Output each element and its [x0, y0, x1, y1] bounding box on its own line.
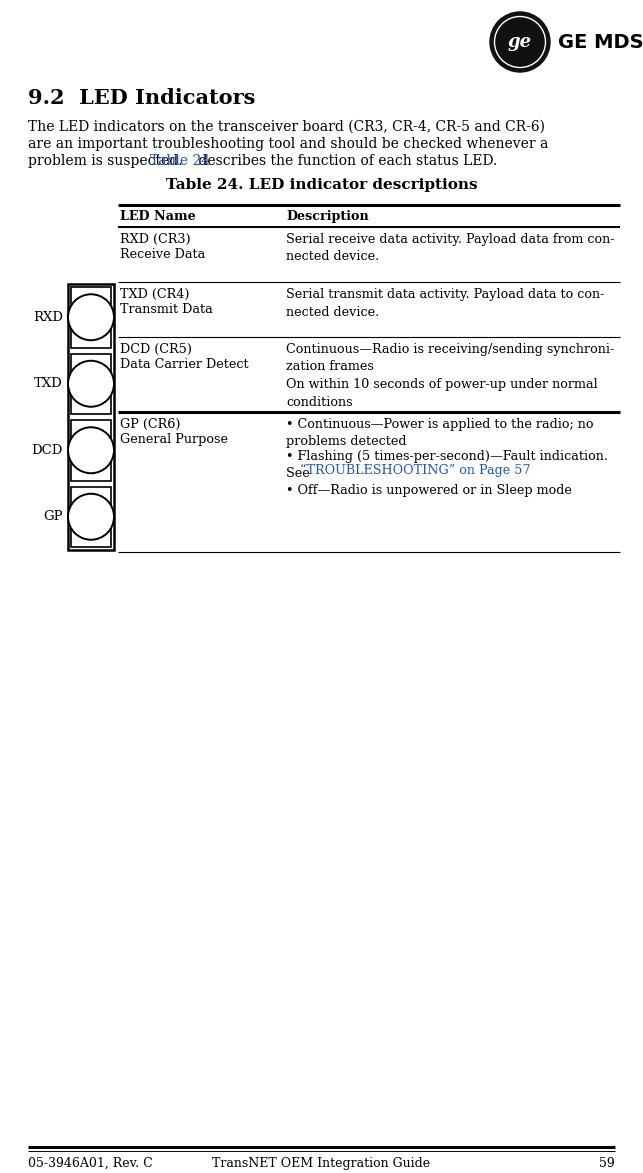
- Text: Table 24: Table 24: [150, 154, 210, 168]
- Text: TransNET OEM Integration Guide: TransNET OEM Integration Guide: [212, 1157, 431, 1169]
- Circle shape: [68, 427, 114, 473]
- Text: 05-3946A01, Rev. C: 05-3946A01, Rev. C: [28, 1157, 153, 1169]
- Text: • Continuous—Power is applied to the radio; no
problems detected: • Continuous—Power is applied to the rad…: [286, 418, 593, 448]
- Text: describes the function of each status LED.: describes the function of each status LE…: [194, 154, 498, 168]
- Text: Continuous—Radio is receiving/sending synchroni-
zation frames
On within 10 seco: Continuous—Radio is receiving/sending sy…: [286, 343, 614, 408]
- Text: DCD: DCD: [32, 443, 63, 456]
- Text: 9.2  LED Indicators: 9.2 LED Indicators: [28, 88, 255, 108]
- Text: General Purpose: General Purpose: [120, 433, 228, 446]
- Text: DCD (CR5): DCD (CR5): [120, 343, 192, 355]
- Text: GP: GP: [43, 510, 63, 523]
- Circle shape: [68, 361, 114, 407]
- Text: Data Carrier Detect: Data Carrier Detect: [120, 358, 249, 371]
- Ellipse shape: [490, 12, 550, 72]
- Bar: [71, 353, 111, 414]
- Text: “TROUBLESHOOTING” on Page 57: “TROUBLESHOOTING” on Page 57: [300, 465, 530, 477]
- Circle shape: [68, 494, 114, 540]
- Text: Transmit Data: Transmit Data: [120, 303, 213, 316]
- Text: Receive Data: Receive Data: [120, 248, 205, 262]
- Text: Serial transmit data activity. Payload data to con-
nected device.: Serial transmit data activity. Payload d…: [286, 289, 604, 319]
- Text: RXD (CR3): RXD (CR3): [120, 233, 190, 246]
- Text: The LED indicators on the transceiver board (CR3, CR-4, CR-5 and CR-6): The LED indicators on the transceiver bo…: [28, 120, 545, 134]
- Text: problem is suspected.: problem is suspected.: [28, 154, 187, 168]
- Bar: [71, 420, 111, 481]
- Text: Description: Description: [286, 210, 368, 223]
- Bar: [68, 284, 114, 550]
- Bar: [71, 487, 111, 547]
- Text: Table 24. LED indicator descriptions: Table 24. LED indicator descriptions: [166, 178, 477, 192]
- Text: are an important troubleshooting tool and should be checked whenever a: are an important troubleshooting tool an…: [28, 137, 548, 151]
- Text: Serial receive data activity. Payload data from con-
nected device.: Serial receive data activity. Payload da…: [286, 233, 615, 264]
- Text: 59: 59: [599, 1157, 615, 1169]
- Circle shape: [68, 294, 114, 340]
- Text: ge: ge: [508, 33, 532, 50]
- Text: • Off—Radio is unpowered or in Sleep mode: • Off—Radio is unpowered or in Sleep mod…: [286, 484, 572, 497]
- Text: TXD (CR4): TXD (CR4): [120, 289, 190, 301]
- Bar: [71, 287, 111, 347]
- Text: RXD: RXD: [33, 311, 63, 324]
- Text: GE MDS: GE MDS: [558, 33, 643, 52]
- Text: • Flashing (5 times-per-second)—Fault indication.
See: • Flashing (5 times-per-second)—Fault in…: [286, 450, 608, 480]
- Text: TXD: TXD: [34, 378, 63, 391]
- Text: GP (CR6): GP (CR6): [120, 418, 181, 430]
- Text: LED Name: LED Name: [120, 210, 195, 223]
